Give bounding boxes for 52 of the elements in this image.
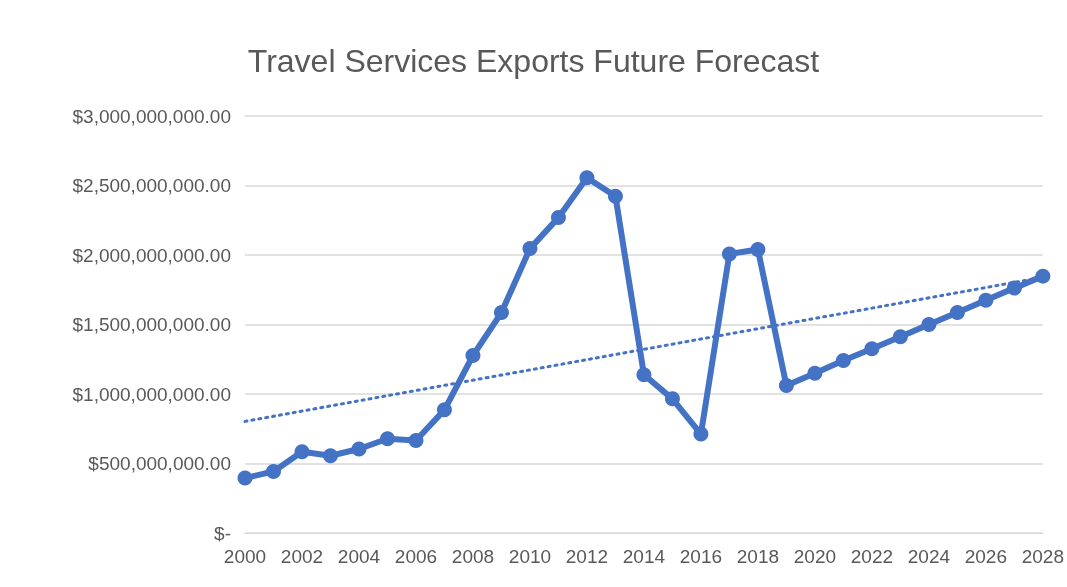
x-tick-label: 2000 [223,546,267,567]
point [408,432,424,448]
point [835,353,851,368]
point [1006,280,1022,296]
point [550,210,566,226]
x-tick-label: 2028 [1021,546,1065,567]
x-tick-label: 2002 [280,546,324,567]
point [237,470,253,486]
y-tick-label: $2,000,000,000.00 [72,244,231,266]
x-tick-label: 2010 [508,546,552,567]
point [892,329,908,345]
x-tick-label: 2024 [907,546,951,567]
point [323,448,338,464]
y-tick-label: $3,000,000,000.00 [72,105,231,127]
point [750,242,766,258]
x-tick-label: 2018 [736,546,780,567]
point [1035,268,1051,284]
x-tick-label: 2016 [679,546,723,567]
point [636,367,652,383]
x-tick-label: 2020 [793,546,837,567]
point [579,170,595,186]
y-tick-label: $- [214,522,231,544]
point [465,348,481,363]
point [493,305,509,321]
point [807,365,823,381]
point [607,188,623,204]
y-tick-label: $1,000,000,000.00 [72,383,231,405]
x-tick-label: 2022 [850,546,894,567]
point [351,441,367,457]
x-tick-label: 2014 [622,546,666,567]
point [436,402,452,418]
point [921,317,937,332]
x-tick-label: 2004 [337,546,381,567]
point [721,246,737,262]
x-tick-label: 2012 [565,546,609,567]
point [294,444,310,460]
point [978,292,994,308]
x-tick-label: 2006 [394,546,438,567]
point [778,378,794,394]
x-tick-label: 2026 [964,546,1008,567]
chart-title: Travel Services Exports Future Forecast [247,43,820,79]
point [522,241,538,257]
point [266,463,281,479]
y-tick-label: $500,000,000.00 [88,453,231,474]
y-tick-label: $1,500,000,000.00 [72,314,231,335]
point [864,341,880,357]
point [693,426,709,442]
point [379,431,395,447]
y-tick-label: $2,500,000,000.00 [72,175,231,196]
x-tick-label: 2008 [451,546,495,567]
point [664,391,680,407]
point [949,304,965,320]
